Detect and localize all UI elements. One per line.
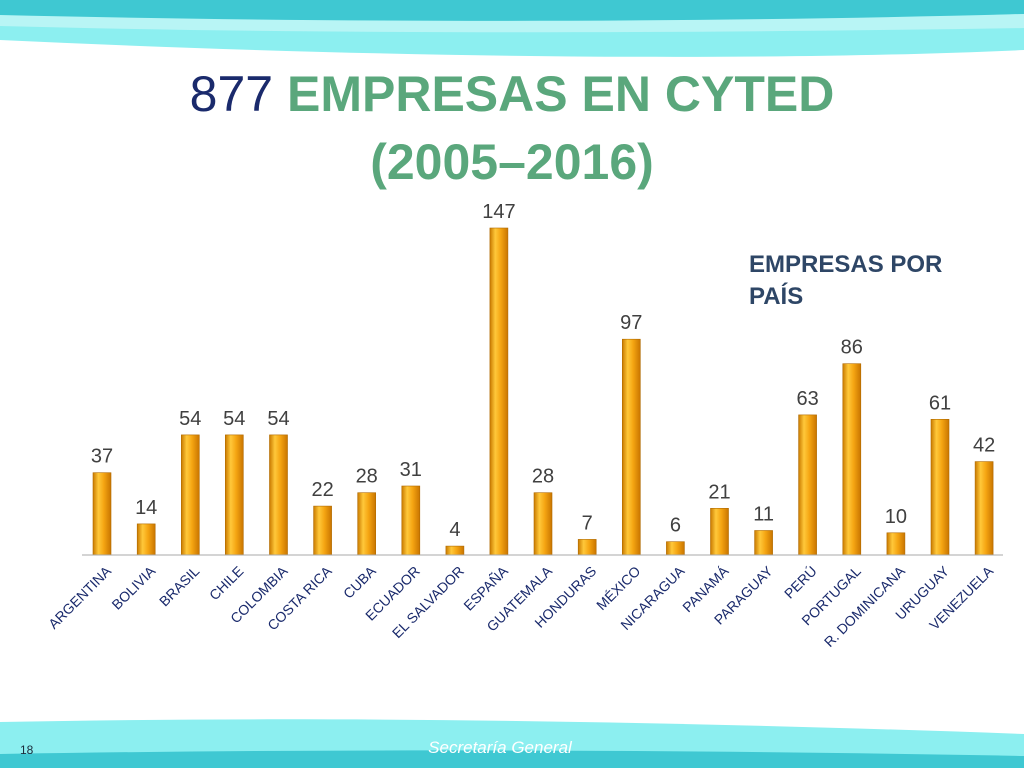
value-label-espana: 147 <box>482 201 515 223</box>
category-label-bolivia: BOLIVIA <box>108 562 158 612</box>
bar-nicaragua <box>666 541 685 556</box>
category-label-peru: PERÚ <box>781 563 820 602</box>
value-label-portugal: 86 <box>841 337 863 359</box>
value-label-paraguay: 11 <box>753 504 774 526</box>
bar-el-salvador <box>445 545 465 556</box>
bar-argentina <box>92 472 112 556</box>
value-label-brasil: 54 <box>179 408 201 430</box>
bar-espana <box>489 227 509 556</box>
data-labels-group: 37 14 54 54 54 22 28 31 4 147 28 7 97 6 21 11 63 86 10 61 42 <box>91 201 995 541</box>
bars-group <box>92 227 994 556</box>
value-label-bolivia: 14 <box>135 497 157 519</box>
value-label-peru: 63 <box>796 388 818 410</box>
top-banner <box>0 0 1024 72</box>
value-label-mexico: 97 <box>620 312 642 334</box>
value-label-panama: 21 <box>708 481 730 503</box>
bar-venezuela <box>974 461 994 556</box>
value-label-colombia: 54 <box>267 408 289 430</box>
value-label-venezuela: 42 <box>973 435 995 457</box>
slide-title: 877 EMPRESAS EN CYTED <box>0 66 1024 122</box>
title-number: 877 <box>189 66 274 122</box>
bar-uruguay <box>930 418 950 556</box>
category-label-chile: CHILE <box>206 563 246 603</box>
slide-subtitle-years: (2005–2016) <box>370 134 654 190</box>
value-label-el-salvador: 4 <box>449 519 460 541</box>
bar-paraguay <box>754 530 773 556</box>
value-label-chile: 54 <box>223 408 245 430</box>
value-label-cuba: 28 <box>356 466 378 488</box>
bar-bolivia <box>136 523 156 556</box>
bar-r-dominicana <box>886 532 906 556</box>
bar-portugal <box>842 363 862 556</box>
title-text: EMPRESAS EN CYTED <box>273 66 835 122</box>
bar-cuba <box>357 492 377 556</box>
value-label-costa-rica: 22 <box>311 479 333 501</box>
bar-honduras <box>577 539 597 556</box>
bar-guatemala <box>533 492 553 556</box>
bar-chile <box>225 434 244 556</box>
bar-brasil <box>181 434 200 556</box>
bar-costa-rica <box>313 505 332 556</box>
bar-panama <box>710 507 729 556</box>
value-label-ecuador: 31 <box>400 459 422 481</box>
value-label-uruguay: 61 <box>929 392 951 414</box>
bar-ecuador <box>401 485 421 556</box>
bar-peru <box>798 414 817 556</box>
value-label-honduras: 7 <box>582 512 593 534</box>
page-number: 18 <box>20 743 34 757</box>
bar-colombia <box>269 434 288 556</box>
bar-mexico <box>621 338 641 556</box>
chart-legend: EMPRESAS POR PAÍS <box>749 251 943 310</box>
value-label-argentina: 37 <box>91 446 113 468</box>
value-label-r-dominicana: 10 <box>885 506 907 528</box>
bottom-banner <box>0 719 1024 768</box>
category-label-argentina: ARGENTINA <box>45 562 115 632</box>
category-label-r-dominicana: R. DOMINICANA <box>821 562 909 650</box>
category-label-brasil: BRASIL <box>156 563 203 610</box>
category-label-cuba: CUBA <box>340 562 379 601</box>
value-label-nicaragua: 6 <box>670 515 681 537</box>
footer-text: Secretaría General <box>428 738 572 757</box>
value-label-guatemala: 28 <box>532 466 554 488</box>
